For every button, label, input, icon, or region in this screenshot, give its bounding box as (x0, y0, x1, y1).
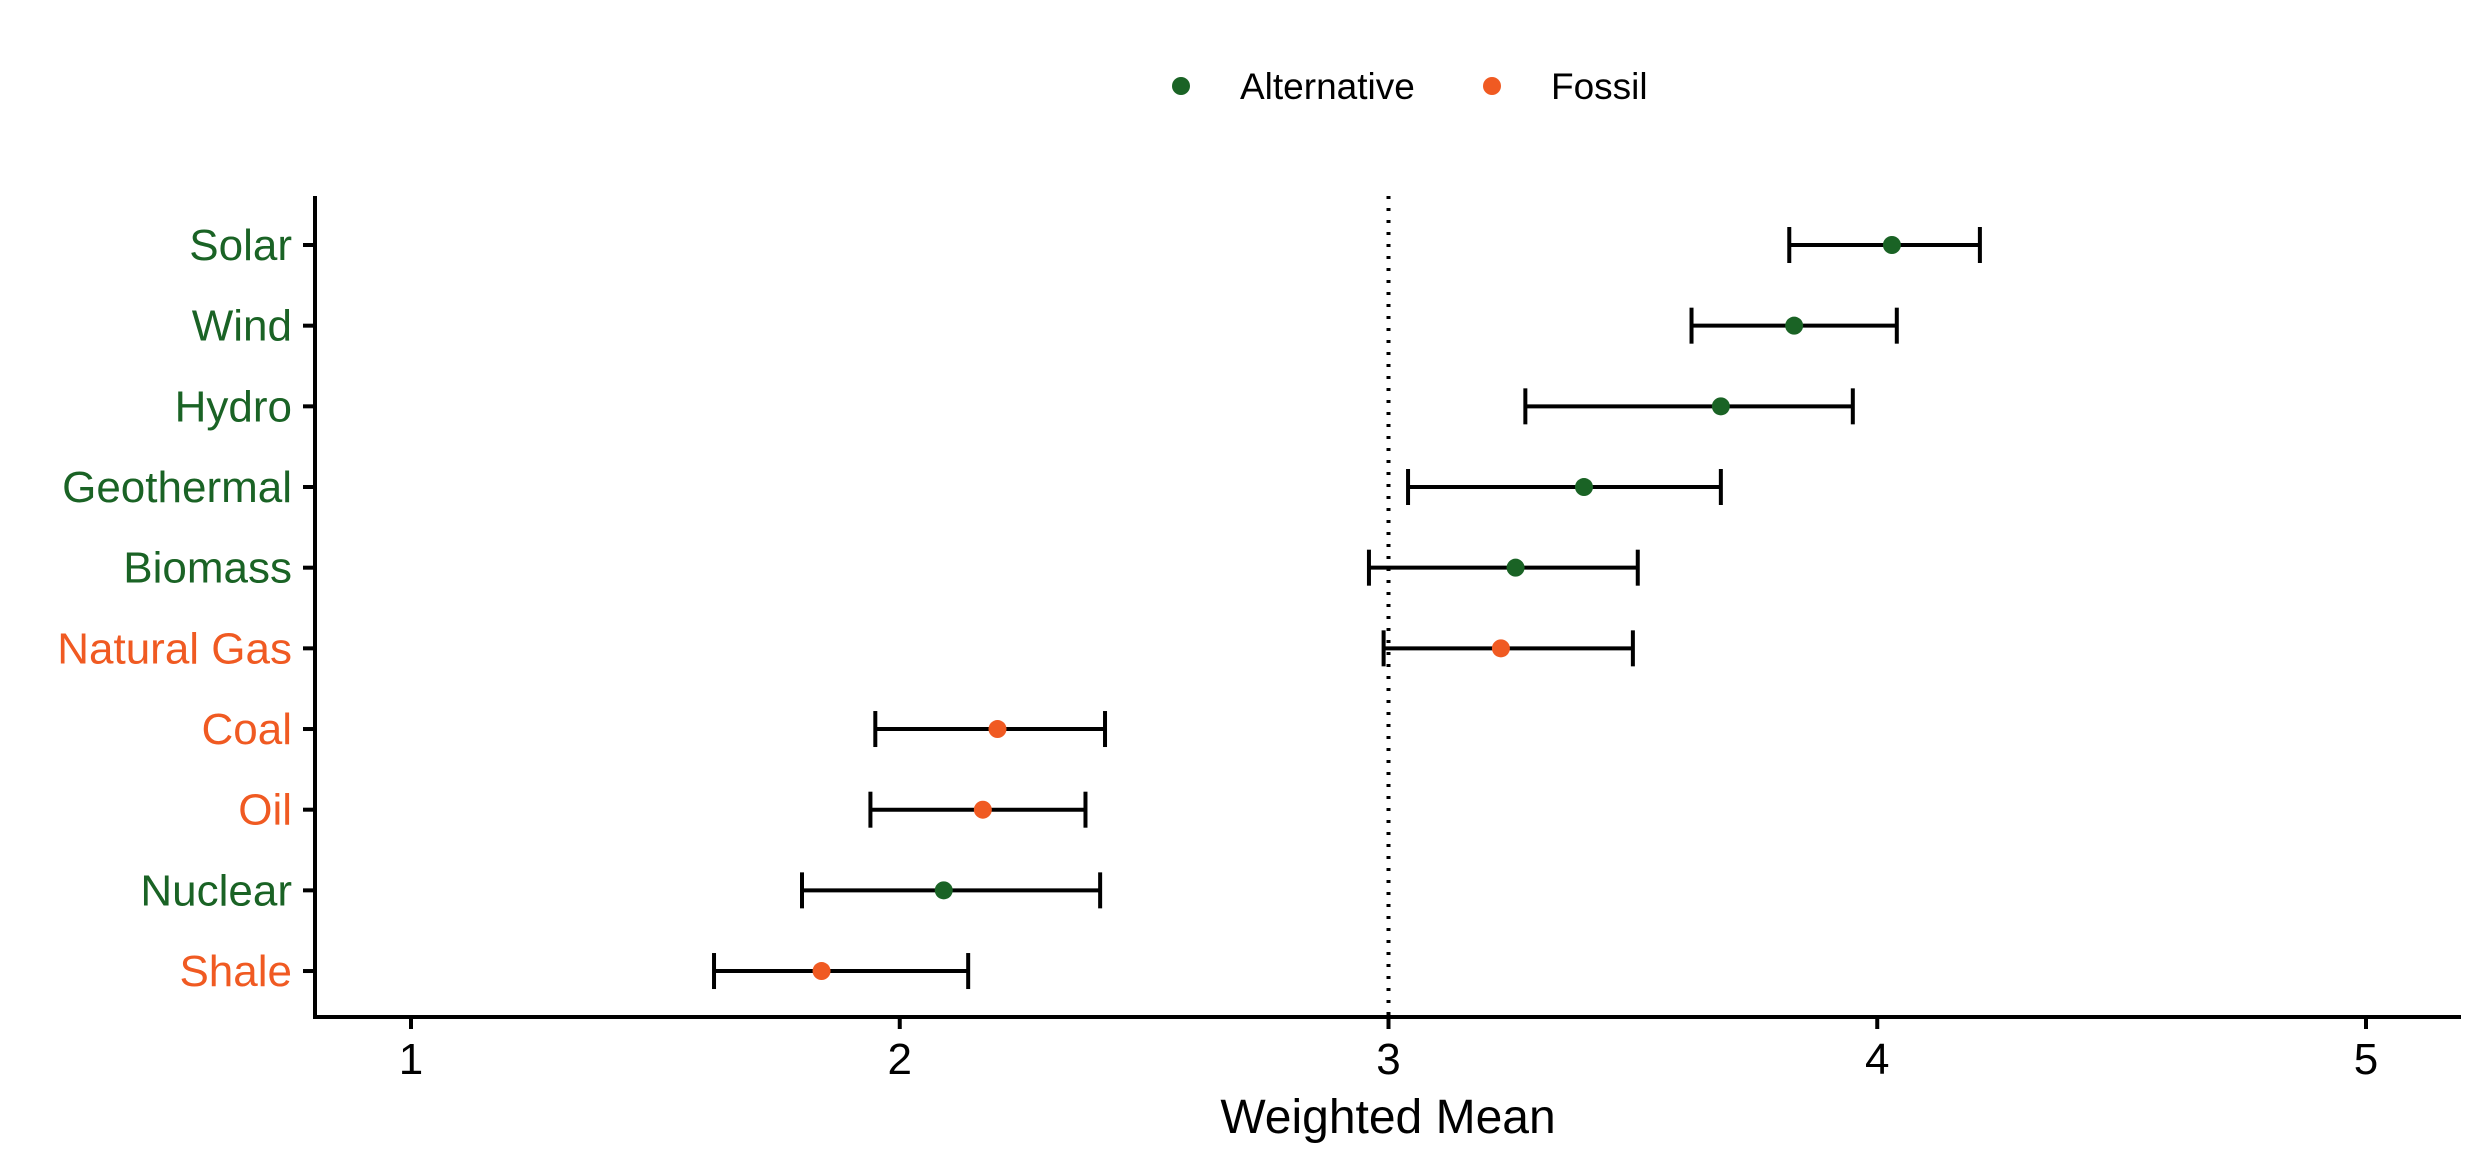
point-geothermal (1575, 478, 1593, 497)
x-tick-label: 1 (399, 1035, 423, 1084)
legend-marker-alternative (1172, 77, 1190, 95)
y-tick-label-coal: Coal (202, 705, 293, 754)
errorbar-hydro (1523, 388, 1855, 425)
point-natural-gas (1491, 639, 1510, 658)
point-hydro (1711, 397, 1730, 416)
x-tick-label: 3 (1376, 1035, 1400, 1084)
point-oil (973, 800, 992, 819)
y-tick-label-wind: Wind (192, 302, 292, 351)
y-tick-label-natural-gas: Natural Gas (57, 624, 292, 673)
legend-marker-fossil (1483, 77, 1501, 95)
y-tick-label-hydro: Hydro (175, 382, 292, 431)
y-tick-label-solar: Solar (189, 221, 292, 270)
y-tick-label-biomass: Biomass (123, 544, 292, 593)
x-axis: 1 2 3 4 5 (313, 1015, 2461, 1084)
y-tick-label-oil: Oil (238, 786, 292, 835)
plot-area (712, 196, 1982, 1017)
y-tick-label-nuclear: Nuclear (140, 866, 292, 915)
point-biomass (1506, 558, 1525, 577)
legend-label-fossil: Fossil (1551, 66, 1648, 107)
x-axis-title: Weighted Mean (1220, 1091, 1555, 1144)
point-solar (1882, 236, 1901, 254)
errorbar-shale (712, 953, 971, 990)
point-shale (812, 962, 831, 981)
y-axis: Solar Wind Hydro Geothermal Biomass Natural G… (57, 196, 317, 1019)
errorbar-geothermal (1406, 469, 1723, 506)
x-tick-label: 2 (888, 1035, 912, 1084)
point-nuclear (934, 881, 953, 900)
y-tick-label-shale: Shale (179, 947, 292, 996)
x-tick-label: 4 (1865, 1035, 1889, 1084)
point-wind (1785, 316, 1804, 335)
legend: Alternative Fossil (1172, 66, 1648, 107)
legend-label-alternative: Alternative (1240, 66, 1415, 107)
y-tick-label-geothermal: Geothermal (62, 463, 292, 512)
point-coal (988, 720, 1007, 739)
errorbar-biomass (1366, 549, 1640, 586)
x-tick-label: 5 (2354, 1035, 2378, 1084)
